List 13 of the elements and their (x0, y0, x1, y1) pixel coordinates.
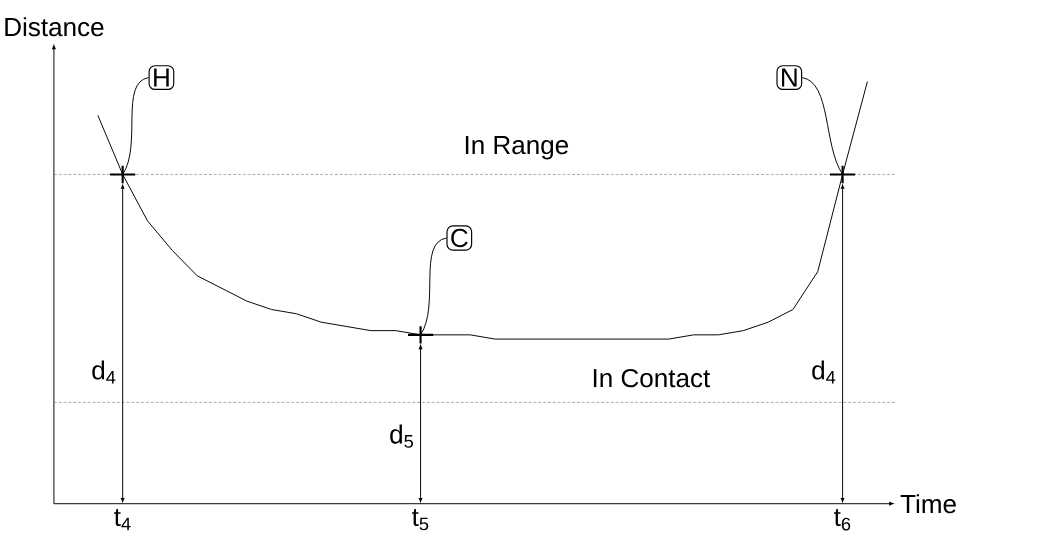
annotation: N (782, 68, 797, 87)
ref-line-label: In Range (465, 135, 569, 160)
x-axis-title: Time (900, 493, 956, 514)
ref-line-label: In Contact (593, 368, 711, 388)
annotation: d$_{4}$ (812, 360, 836, 384)
x-tick-label: t$_{6}$ (834, 508, 851, 531)
annotation: d$_{5}$ (390, 424, 414, 448)
annotation: C (451, 228, 468, 248)
x-tick-label: t$_{4}$ (114, 508, 131, 531)
annotation: d$_{4}$ (92, 360, 116, 384)
y-axis-title: Distance (5, 17, 104, 37)
x-tick-label: t$_{5}$ (412, 508, 429, 531)
annotation: H (154, 68, 169, 87)
